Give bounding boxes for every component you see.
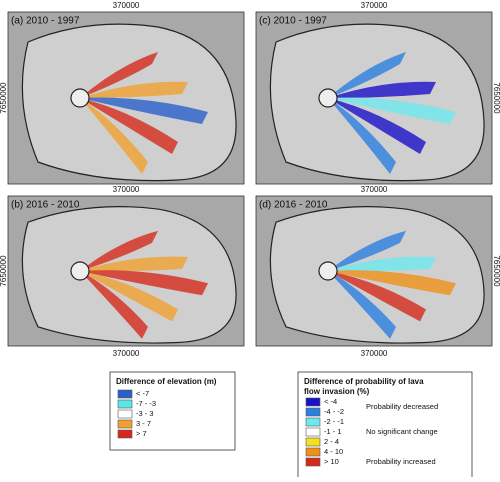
- lava-change-area: [328, 81, 436, 98]
- legend-label: 3 - 7: [136, 419, 151, 428]
- legend-label: -2 - -1: [324, 417, 344, 426]
- legend-label: -4 - -2: [324, 407, 344, 416]
- lava-change-area: [80, 256, 188, 272]
- y-coordinate-label: 7650000: [492, 82, 500, 114]
- legend-swatch: [117, 399, 133, 409]
- y-coordinate-label: 7650000: [492, 255, 500, 287]
- legend-title: Difference of elevation (m): [116, 377, 217, 386]
- legend-label: -3 - 3: [136, 409, 154, 418]
- legend-title-line: Difference of probability of lava: [304, 377, 424, 386]
- panel-label: (d) 2016 - 2010: [259, 200, 328, 211]
- lava-change-area: [80, 98, 148, 174]
- x-coordinate-label: 370000: [113, 349, 140, 358]
- map-panel: (a) 2010 - 1997 370000 7650000: [0, 1, 245, 185]
- legend-swatch: [117, 389, 133, 399]
- crater: [318, 261, 338, 281]
- lava-change-area: [328, 230, 406, 271]
- legend-box: [297, 371, 473, 479]
- crater: [70, 261, 90, 281]
- panel-label: (c) 2010 - 1997: [259, 16, 327, 27]
- lava-change-area: [328, 97, 456, 124]
- legend-swatch: [117, 409, 133, 419]
- x-coordinate-label: 370000: [361, 185, 388, 194]
- lava-change-area: [328, 98, 426, 154]
- legend-label: -1 - 1: [324, 427, 342, 436]
- legend-note: No significant change: [366, 427, 438, 436]
- legend-swatch: [117, 429, 133, 439]
- legend-swatch: [305, 457, 321, 467]
- lava-change-area: [328, 98, 396, 174]
- map-panel: (c) 2010 - 1997 370000 7650000: [255, 1, 500, 185]
- legend-swatch: [117, 419, 133, 429]
- legend-swatch: [305, 427, 321, 437]
- legend-note: Probability increased: [366, 457, 436, 466]
- lava-change-area: [80, 270, 208, 296]
- legend-title: Difference of probability of lava flow in…: [304, 377, 424, 396]
- panel-label: (b) 2016 - 2010: [11, 200, 80, 211]
- lava-change-area: [328, 271, 396, 339]
- lava-change-area: [80, 52, 158, 98]
- x-coordinate-label: 370000: [361, 1, 388, 10]
- lava-change-area: [80, 98, 178, 154]
- lava-change-area: [328, 52, 406, 98]
- legend-swatch: [305, 407, 321, 417]
- panel-label: (a) 2010 - 1997: [11, 16, 80, 27]
- lava-change-area: [328, 270, 456, 296]
- legend-label: > 7: [136, 429, 147, 438]
- lava-change-area: [328, 256, 436, 272]
- map-panel: (d) 2016 - 2010 370000 7650000: [255, 185, 500, 347]
- legend-swatch: [305, 417, 321, 427]
- y-coordinate-label: 7650000: [0, 255, 8, 287]
- legend-swatch: [305, 437, 321, 447]
- legend-label: < -4: [324, 397, 337, 406]
- crater: [70, 88, 90, 108]
- legend: Difference of probability of lava flow in…: [297, 371, 473, 479]
- x-coordinate-label: 370000: [113, 185, 140, 194]
- lava-change-area: [328, 271, 426, 322]
- map-panel: (b) 2016 - 2010 370000 7650000: [0, 185, 245, 347]
- crater: [318, 88, 338, 108]
- legend-note: Probability decreased: [366, 402, 438, 411]
- legend-label: -7 - -3: [136, 399, 156, 408]
- lava-change-area: [80, 271, 178, 322]
- legend-label: < -7: [136, 389, 149, 398]
- legend-label: > 10: [324, 457, 339, 466]
- lava-change-area: [80, 97, 208, 124]
- y-coordinate-label: 7650000: [0, 82, 8, 114]
- lava-change-area: [80, 230, 158, 271]
- x-coordinate-label: 370000: [361, 349, 388, 358]
- x-coordinate-label: 370000: [113, 1, 140, 10]
- legend-swatch: [305, 447, 321, 457]
- legend-label: 4 - 10: [324, 447, 343, 456]
- legend-swatch: [305, 397, 321, 407]
- legend-title-line: flow invasion (%): [304, 387, 370, 396]
- legend-label: 2 - 4: [324, 437, 339, 446]
- legend: Difference of elevation (m) < -7-7 - -3-3…: [109, 371, 236, 451]
- lava-change-area: [80, 81, 188, 98]
- lava-change-area: [80, 271, 148, 339]
